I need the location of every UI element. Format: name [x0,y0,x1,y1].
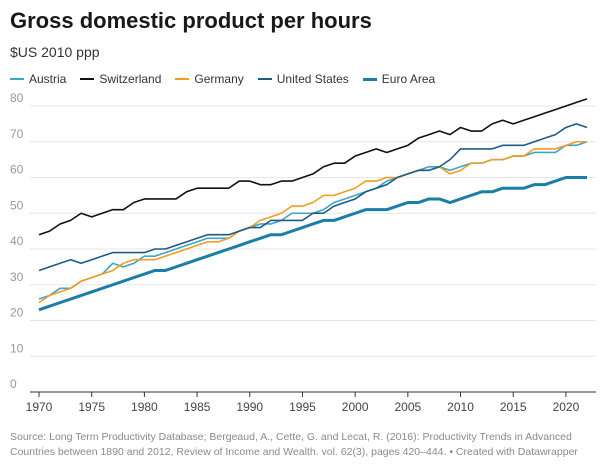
y-tick-label: 80 [10,91,24,105]
legend-label: Switzerland [99,72,162,86]
x-tick-label: 2005 [394,400,421,414]
x-tick-label: 2020 [553,400,580,414]
series-line-switzerland [38,98,588,236]
x-tick-label: 1975 [78,400,105,414]
x-tick-label: 1990 [236,400,263,414]
legend-swatch [257,78,272,80]
series-line-euro-area [38,176,587,312]
legend: Austria Switzerland Germany United States Eu… [10,72,435,86]
legend-item: Germany [175,72,244,86]
series-line-united-states [38,123,588,272]
y-tick-label: 0 [10,377,17,391]
legend-swatch [80,78,95,80]
legend-label: Austria [29,72,67,86]
source-note: Source: Long Term Productivity Database;… [10,431,578,458]
series-line-germany [38,140,587,304]
y-tick-label: 70 [10,127,24,141]
legend-swatch [10,78,24,80]
x-tick-label: 1995 [289,400,316,414]
y-tick-label: 30 [10,270,24,284]
chart-title: Gross domestic product per hours [10,8,372,33]
legend-item: Euro Area [362,72,436,86]
chart-subtitle: $US 2010 ppp [10,44,100,60]
legend-item: Switzerland [80,72,161,86]
y-tick-label: 50 [10,198,24,212]
y-tick-label: 40 [10,234,24,248]
x-tick-label: 2010 [447,400,474,414]
x-tick-label: 2015 [500,400,527,414]
x-tick-label: 1985 [184,400,211,414]
x-tick-label: 1970 [26,400,53,414]
legend-label: Euro Area [381,72,436,86]
x-tick-label: 2000 [342,400,369,414]
legend-swatch [362,77,377,81]
y-tick-label: 10 [10,341,24,355]
x-tick-label: 1980 [131,400,158,414]
y-tick-label: 20 [10,306,24,320]
y-tick-label: 60 [10,163,24,177]
legend-swatch [175,78,190,80]
series-line-austria [38,140,588,300]
legend-item: United States [257,72,349,86]
legend-label: United States [276,72,349,86]
legend-label: Germany [194,72,244,86]
legend-item: Austria [10,72,66,86]
